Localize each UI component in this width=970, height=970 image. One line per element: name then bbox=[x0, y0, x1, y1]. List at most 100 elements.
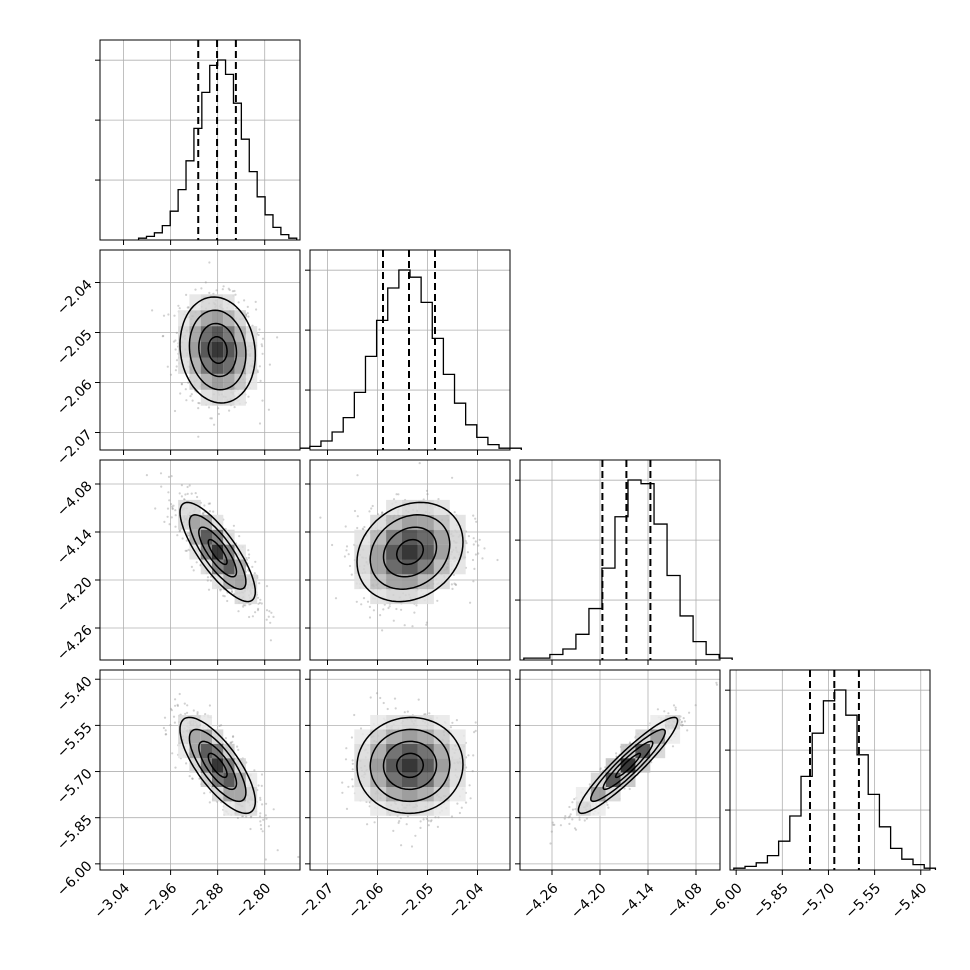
sample-point bbox=[204, 281, 207, 284]
density-cell bbox=[189, 499, 201, 515]
sample-point bbox=[585, 817, 589, 820]
x-tick-label: −5.70 bbox=[796, 880, 838, 922]
contour-line-3 bbox=[179, 501, 257, 603]
density-cell bbox=[189, 729, 201, 744]
sample-point bbox=[161, 335, 164, 338]
sample-point bbox=[392, 619, 395, 622]
sample-point bbox=[683, 720, 687, 723]
sample-point bbox=[467, 535, 470, 538]
sample-point bbox=[334, 597, 338, 600]
density-cell bbox=[200, 743, 212, 759]
density-cell bbox=[212, 787, 224, 802]
density-cell bbox=[433, 743, 450, 759]
sample-point bbox=[397, 493, 400, 496]
density-cell bbox=[200, 358, 212, 374]
sample-point bbox=[567, 816, 570, 819]
sample-point bbox=[260, 827, 263, 831]
sample-point bbox=[208, 704, 211, 707]
sample-point bbox=[259, 379, 262, 382]
density-cell bbox=[370, 514, 387, 530]
sample-point bbox=[341, 791, 344, 794]
sample-point bbox=[458, 811, 461, 815]
sample-point bbox=[259, 824, 262, 827]
sample-point bbox=[180, 495, 183, 498]
sample-point bbox=[175, 365, 178, 368]
sample-point bbox=[426, 493, 429, 496]
sample-point bbox=[169, 373, 173, 376]
density-cell bbox=[212, 772, 224, 787]
sample-point bbox=[415, 604, 418, 607]
sample-point bbox=[260, 773, 264, 776]
sample-point bbox=[253, 572, 256, 575]
sample-point bbox=[242, 605, 245, 608]
x-tick-label: −5.85 bbox=[750, 880, 792, 922]
density-cell bbox=[635, 743, 651, 759]
density-cell bbox=[245, 342, 258, 358]
density-cell bbox=[386, 559, 402, 575]
sample-point bbox=[163, 520, 166, 524]
sample-point bbox=[368, 616, 372, 619]
sample-point bbox=[197, 401, 200, 405]
density-cell bbox=[245, 373, 258, 390]
sample-point bbox=[204, 713, 207, 716]
sample-point bbox=[355, 600, 358, 603]
sample-point bbox=[419, 826, 422, 830]
density-cell bbox=[223, 787, 235, 802]
sample-point bbox=[368, 510, 371, 513]
sample-point bbox=[151, 309, 154, 312]
sample-point bbox=[178, 529, 182, 532]
sample-point bbox=[190, 565, 193, 569]
sample-point bbox=[467, 754, 470, 757]
density-cell bbox=[223, 358, 235, 374]
sample-point bbox=[237, 748, 240, 751]
sample-point bbox=[472, 537, 475, 540]
scatter-panel-p3-vs-p0 bbox=[95, 669, 301, 875]
sample-point bbox=[237, 610, 240, 613]
density-cell bbox=[189, 514, 201, 530]
density-cell bbox=[402, 772, 418, 787]
sample-point bbox=[353, 713, 356, 717]
sample-point bbox=[165, 733, 168, 736]
sample-point bbox=[184, 549, 187, 552]
panel-frame bbox=[309, 669, 511, 871]
density-cell bbox=[200, 294, 212, 311]
sample-point bbox=[220, 724, 223, 727]
sample-point bbox=[176, 703, 179, 707]
density-cell bbox=[212, 310, 224, 327]
sample-point bbox=[623, 787, 626, 790]
x-tick-label: −2.07 bbox=[295, 880, 337, 922]
sample-point bbox=[258, 422, 262, 425]
histogram-step-line bbox=[523, 479, 733, 660]
sample-point bbox=[203, 792, 206, 795]
density-cell bbox=[433, 758, 450, 773]
contour-line-2 bbox=[369, 514, 451, 590]
sample-point bbox=[196, 711, 199, 714]
sample-point bbox=[191, 777, 194, 780]
density-cell bbox=[223, 389, 235, 406]
sample-point bbox=[183, 498, 186, 501]
density-cell bbox=[402, 574, 418, 590]
density-cell bbox=[245, 801, 258, 816]
sample-point bbox=[469, 797, 472, 800]
density-cell bbox=[200, 729, 212, 744]
density-cell bbox=[449, 743, 466, 759]
sample-point bbox=[351, 785, 354, 788]
sample-point bbox=[387, 606, 390, 610]
y-tick-label: −2.04 bbox=[54, 277, 96, 319]
sample-point bbox=[366, 600, 370, 603]
sample-point bbox=[436, 599, 439, 602]
density-cell bbox=[200, 389, 212, 406]
sample-point bbox=[222, 285, 225, 288]
sample-point bbox=[379, 696, 382, 700]
sample-point bbox=[195, 561, 198, 564]
sample-point bbox=[261, 345, 264, 348]
sample-point bbox=[231, 740, 234, 744]
sample-point bbox=[267, 615, 270, 618]
density-cell bbox=[200, 342, 212, 358]
sample-point bbox=[268, 363, 271, 366]
sample-point bbox=[375, 692, 379, 695]
sample-point bbox=[478, 538, 481, 541]
sample-point bbox=[686, 729, 689, 732]
sample-point bbox=[206, 579, 209, 582]
sample-point bbox=[145, 474, 148, 477]
